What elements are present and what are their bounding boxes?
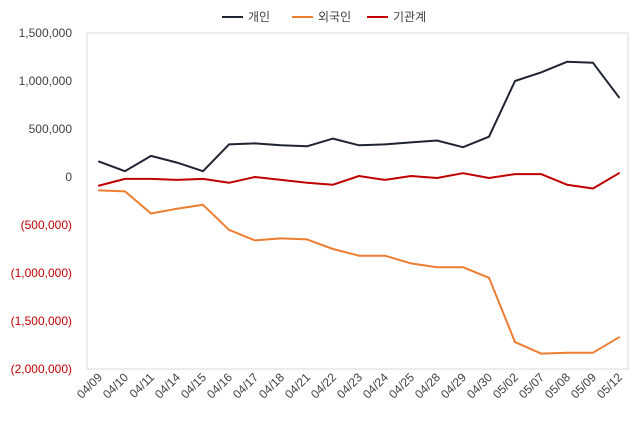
x-tick-label: 04/14: [152, 370, 183, 401]
x-tick-label: 05/08: [542, 370, 573, 401]
legend-label: 외국인: [318, 10, 351, 24]
y-tick-label: 0: [65, 170, 72, 184]
y-axis: 1,500,000 1,000,000 500,000 0 (500,000) (1,00…: [11, 26, 73, 376]
legend-label: 개인: [248, 10, 270, 24]
x-tick-label: 04/16: [204, 370, 235, 401]
y-tick-label: (1,000,000): [11, 266, 72, 280]
x-tick-label: 04/25: [386, 370, 417, 401]
x-tick-label: 04/21: [282, 370, 313, 401]
y-tick-label: 1,500,000: [19, 26, 73, 40]
x-tick-label: 04/11: [127, 370, 158, 401]
series-line-3: [98, 172, 620, 190]
x-tick-label: 04/22: [308, 370, 339, 401]
y-tick-label: (1,500,000): [11, 314, 72, 328]
legend-label: 기관계: [393, 10, 426, 24]
x-tick-label: 04/23: [334, 370, 365, 401]
series-line-1: [98, 60, 620, 173]
x-tick-label: 04/18: [256, 370, 287, 401]
x-tick-label: 04/15: [178, 370, 209, 401]
x-tick-label: 05/09: [568, 370, 599, 401]
x-tick-label: 05/02: [490, 370, 521, 401]
x-tick-label: 04/28: [412, 370, 443, 401]
x-tick-label: 05/12: [594, 370, 625, 401]
x-tick-label: 04/30: [464, 370, 495, 401]
x-tick-label: 04/10: [100, 370, 131, 401]
y-tick-label: 1,000,000: [19, 74, 73, 88]
x-tick-label: 04/24: [360, 370, 391, 401]
x-tick-label: 04/17: [230, 370, 261, 401]
y-tick-label: (2,000,000): [11, 362, 72, 376]
x-tick-label: 04/29: [438, 370, 469, 401]
y-tick-label: 500,000: [29, 122, 73, 136]
x-tick-label: 05/07: [516, 370, 547, 401]
plot-border: [86, 32, 629, 370]
series-layer: [98, 60, 620, 355]
y-tick-label: (500,000): [21, 218, 72, 232]
series-line-2: [98, 189, 620, 355]
plot-area: [86, 32, 629, 370]
x-axis: 04/0904/1004/1104/1404/1504/1604/1704/18…: [74, 370, 625, 401]
legend: 개인 외국인 기관계: [222, 10, 426, 24]
x-tick-label: 04/09: [74, 370, 105, 401]
